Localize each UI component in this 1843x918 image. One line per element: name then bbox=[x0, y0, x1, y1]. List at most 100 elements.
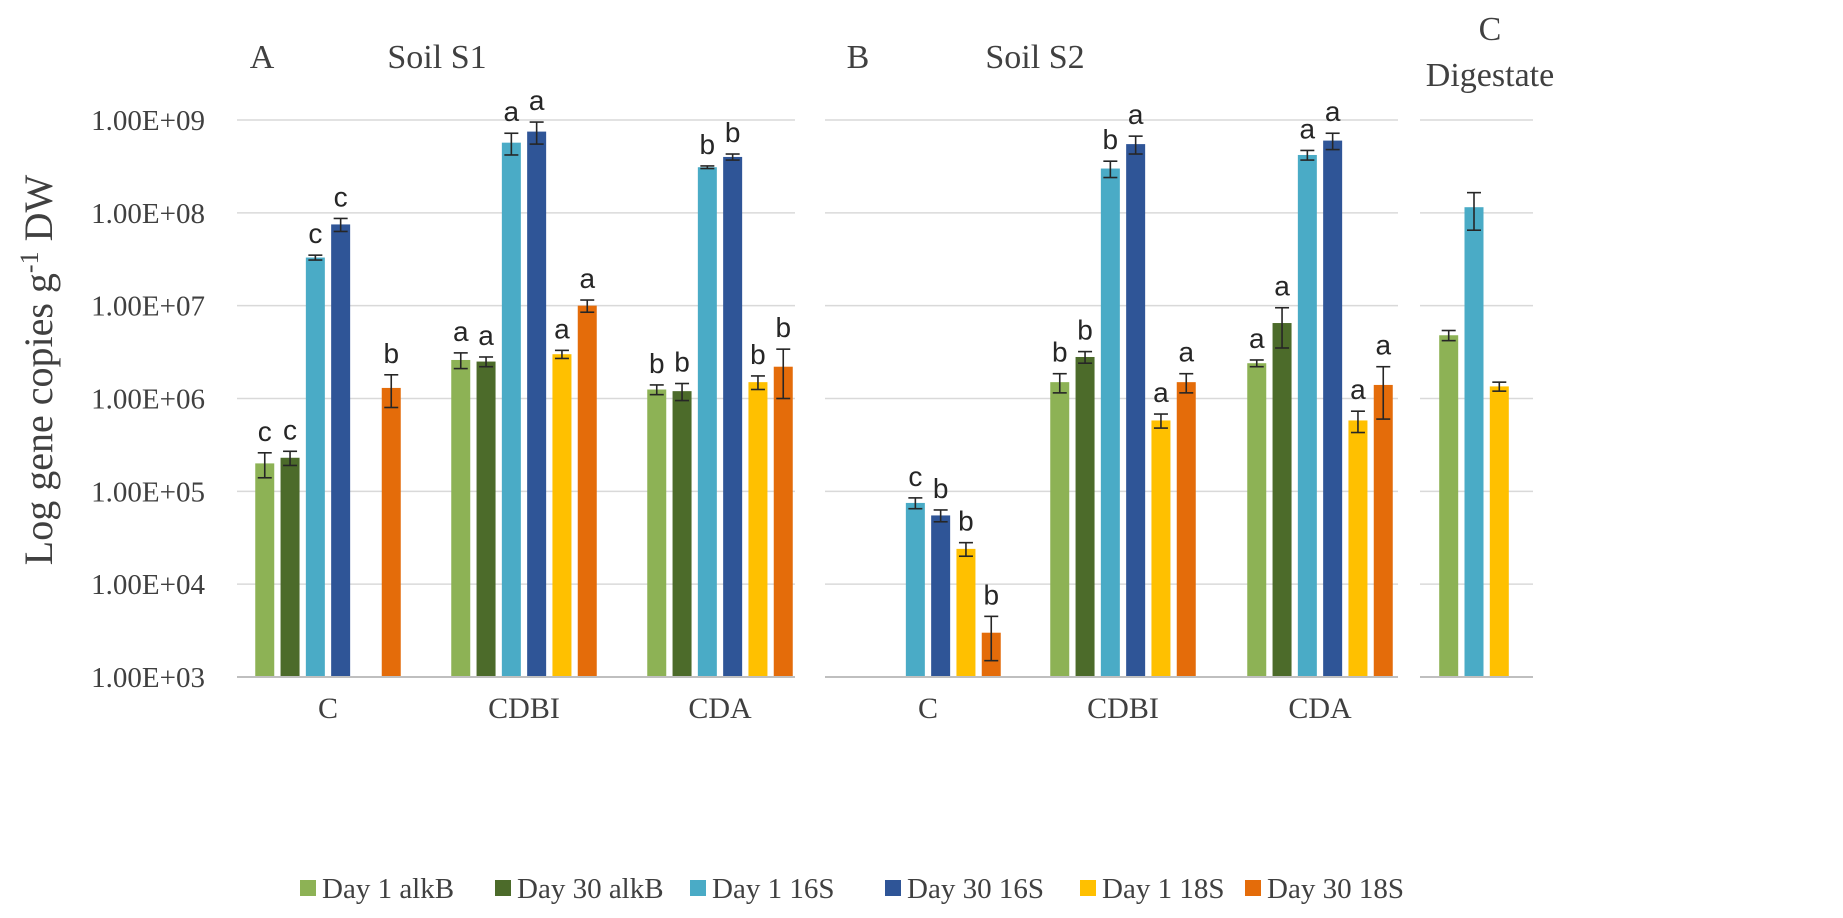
y-tick-label: 1.00E+09 bbox=[91, 105, 205, 137]
legend-label: Day 30 18S bbox=[1267, 873, 1404, 905]
significance-letter: c bbox=[258, 416, 272, 447]
legend-swatch bbox=[885, 880, 901, 896]
bar bbox=[476, 361, 496, 677]
significance-letter: b bbox=[1052, 337, 1068, 368]
significance-letter: c bbox=[334, 181, 348, 212]
significance-letter: a bbox=[1153, 377, 1169, 408]
bar bbox=[552, 354, 572, 677]
y-tick-label: 1.00E+04 bbox=[91, 569, 205, 601]
significance-letter: b bbox=[775, 312, 791, 343]
legend-label: Day 30 16S bbox=[907, 873, 1044, 905]
legend-label: Day 30 alkB bbox=[517, 873, 664, 905]
panel-letter: A bbox=[250, 39, 275, 76]
bar bbox=[672, 391, 692, 677]
panel-letter: B bbox=[847, 39, 870, 76]
bar bbox=[1272, 323, 1292, 677]
bar bbox=[1151, 420, 1171, 677]
category-label: C bbox=[918, 692, 938, 725]
category-label: CDBI bbox=[488, 692, 560, 725]
legend-swatch bbox=[1080, 880, 1096, 896]
bar bbox=[331, 224, 351, 677]
significance-letter: b bbox=[1077, 315, 1093, 346]
bar bbox=[577, 305, 597, 677]
bar bbox=[527, 131, 547, 677]
bar bbox=[1075, 356, 1095, 677]
panel-titles: A Soil S1 B Soil S2 C Digestate bbox=[250, 11, 1554, 94]
significance-letter: a bbox=[1128, 99, 1144, 130]
significance-letter: a bbox=[1274, 271, 1290, 302]
significance-letter: a bbox=[1178, 337, 1194, 368]
significance-letter: b bbox=[933, 473, 949, 504]
bar bbox=[255, 463, 275, 677]
bar bbox=[697, 167, 717, 678]
significance-letter: a bbox=[579, 263, 595, 294]
bar bbox=[956, 548, 976, 677]
bar bbox=[905, 502, 925, 677]
y-tick-label: 1.00E+05 bbox=[91, 476, 205, 508]
bar bbox=[647, 389, 667, 677]
significance-letter: a bbox=[1249, 323, 1265, 354]
significance-letter: c bbox=[283, 414, 297, 445]
significance-letter: b bbox=[958, 506, 974, 537]
bar bbox=[501, 142, 521, 677]
panel-title: Soil S2 bbox=[985, 39, 1084, 76]
bar bbox=[1247, 363, 1267, 677]
bar bbox=[1348, 420, 1368, 677]
bar bbox=[1176, 382, 1196, 677]
significance-letter: b bbox=[983, 579, 999, 610]
bar bbox=[381, 387, 401, 677]
bar bbox=[748, 382, 768, 677]
legend-label: Day 1 16S bbox=[712, 873, 834, 905]
legend-swatch bbox=[1245, 880, 1261, 896]
bar bbox=[773, 366, 793, 677]
significance-letter: b bbox=[700, 129, 716, 160]
bar bbox=[1100, 168, 1120, 677]
bar bbox=[931, 515, 951, 677]
bar bbox=[1439, 335, 1459, 677]
bar bbox=[723, 156, 743, 678]
panel-title: Soil S1 bbox=[387, 39, 486, 76]
bar bbox=[1489, 386, 1509, 677]
bar bbox=[1126, 144, 1146, 677]
significance-letter: a bbox=[1325, 96, 1341, 127]
significance-letter: a bbox=[1375, 330, 1391, 361]
category-label: CDA bbox=[688, 692, 752, 725]
significance-letter: a bbox=[478, 320, 494, 351]
legend-label: Day 1 alkB bbox=[322, 873, 454, 905]
legend-label: Day 1 18S bbox=[1102, 873, 1224, 905]
legend-swatch bbox=[495, 880, 511, 896]
category-labels: C CDBI CDA C CDBI CDA bbox=[318, 692, 1352, 725]
significance-letter: a bbox=[554, 313, 570, 344]
bar bbox=[305, 257, 325, 677]
category-label: CDA bbox=[1288, 692, 1352, 725]
significance-letter: a bbox=[504, 96, 520, 127]
significance-letter: c bbox=[908, 461, 922, 492]
bar bbox=[1297, 154, 1317, 677]
category-label: CDBI bbox=[1087, 692, 1159, 725]
bar bbox=[1050, 382, 1070, 677]
y-tick-label: 1.00E+03 bbox=[91, 662, 205, 694]
legend-swatch bbox=[690, 880, 706, 896]
significance-letter: a bbox=[453, 316, 469, 347]
significance-letter: a bbox=[1350, 374, 1366, 405]
bar bbox=[280, 457, 300, 677]
significance-letter: b bbox=[725, 117, 741, 148]
significance-letter: b bbox=[383, 338, 399, 369]
panel-letter: C bbox=[1479, 11, 1502, 48]
significance-letter: b bbox=[674, 347, 690, 378]
significance-letter: a bbox=[1300, 113, 1316, 144]
y-tick-label: 1.00E+08 bbox=[91, 198, 205, 230]
bar bbox=[451, 359, 471, 677]
significance-letter: c bbox=[308, 218, 322, 249]
legend: Day 1 alkB Day 30 alkB Day 1 16S Day 30 16S… bbox=[300, 873, 1404, 905]
bar bbox=[1464, 207, 1484, 677]
panel-title: Digestate bbox=[1426, 57, 1554, 94]
bar bbox=[1323, 140, 1343, 677]
y-axis-title: Log gene copies g-1 DW bbox=[15, 175, 61, 566]
y-tick-label: 1.00E+06 bbox=[91, 384, 205, 416]
y-tick-label: 1.00E+07 bbox=[91, 291, 205, 323]
significance-letter: b bbox=[1103, 124, 1119, 155]
significance-letter: a bbox=[529, 85, 545, 116]
